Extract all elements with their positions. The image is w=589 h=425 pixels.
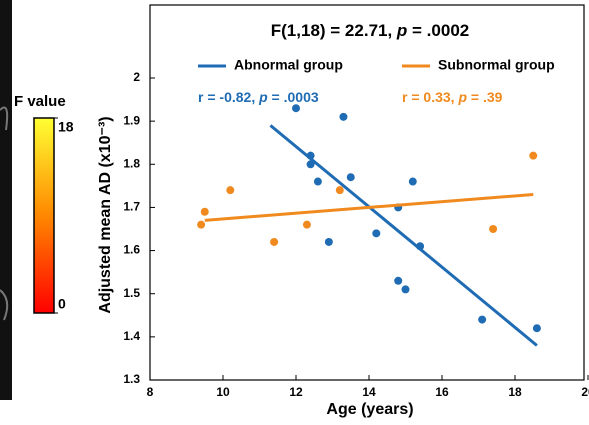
point bbox=[200, 207, 209, 216]
point bbox=[302, 220, 311, 229]
x-tick-label: 12 bbox=[289, 385, 303, 399]
y-tick-label: 1.8 bbox=[123, 156, 140, 170]
legend-label: Abnormal group bbox=[234, 57, 343, 73]
point bbox=[478, 315, 487, 324]
colorbar bbox=[33, 117, 55, 314]
annotation-part: = .39 bbox=[467, 89, 503, 105]
y-tick-label: 1.9 bbox=[123, 113, 140, 127]
point bbox=[529, 151, 538, 160]
annotation: r = -0.82, p = .0003 bbox=[198, 89, 319, 105]
point bbox=[346, 173, 355, 182]
brain-outline bbox=[0, 106, 9, 321]
x-tick-label: 10 bbox=[216, 385, 230, 399]
annotation-part: r = -0.82, bbox=[198, 89, 259, 105]
legend-label: Subnormal group bbox=[438, 57, 555, 73]
colorbar-tick-label: 18 bbox=[58, 119, 74, 135]
fit-line bbox=[269, 124, 538, 347]
point bbox=[489, 225, 498, 233]
y-tick-label: 1.7 bbox=[123, 200, 140, 214]
point bbox=[372, 229, 381, 238]
point bbox=[306, 160, 315, 169]
point bbox=[292, 104, 300, 113]
point bbox=[313, 177, 322, 186]
point bbox=[408, 177, 417, 186]
x-tick-label: 20 bbox=[581, 385, 589, 399]
annotation: r = 0.33, p = .39 bbox=[402, 89, 503, 105]
plot-frame bbox=[149, 4, 585, 381]
colorbar-tick-label: 0 bbox=[58, 296, 66, 312]
point bbox=[324, 237, 333, 246]
colorbar-label: F value bbox=[14, 93, 66, 110]
brain-strip bbox=[0, 0, 12, 400]
point bbox=[339, 112, 348, 121]
point bbox=[270, 237, 279, 246]
x-axis-label: Age (years) bbox=[326, 401, 413, 418]
y-tick-label: 2 bbox=[133, 70, 140, 84]
y-tick-label: 1.3 bbox=[123, 372, 140, 386]
point bbox=[401, 285, 410, 294]
point bbox=[416, 242, 425, 251]
x-tick-label: 14 bbox=[362, 385, 376, 399]
x-tick-label: 18 bbox=[508, 385, 522, 399]
point bbox=[197, 220, 206, 229]
annotation-part: r = 0.33, bbox=[402, 89, 458, 105]
point bbox=[306, 151, 315, 160]
annotation-part: = .0003 bbox=[268, 89, 319, 105]
x-tick-label: 8 bbox=[147, 385, 154, 399]
x-tick-label: 16 bbox=[435, 385, 449, 399]
y-tick-label: 1.6 bbox=[123, 243, 140, 257]
point bbox=[532, 324, 541, 333]
annotation-part: p bbox=[457, 89, 467, 105]
y-axis-label: Adjusted mean AD (x10⁻³) bbox=[97, 116, 114, 313]
chart-title: F(1,18) = 22.71, p = .0002 bbox=[271, 21, 469, 40]
y-tick-label: 1.4 bbox=[123, 329, 140, 343]
annotation-part: p bbox=[258, 89, 268, 105]
y-tick-label: 1.5 bbox=[123, 286, 140, 300]
fit-line bbox=[204, 192, 534, 222]
point bbox=[394, 276, 403, 285]
point bbox=[226, 186, 235, 195]
point bbox=[335, 186, 344, 195]
